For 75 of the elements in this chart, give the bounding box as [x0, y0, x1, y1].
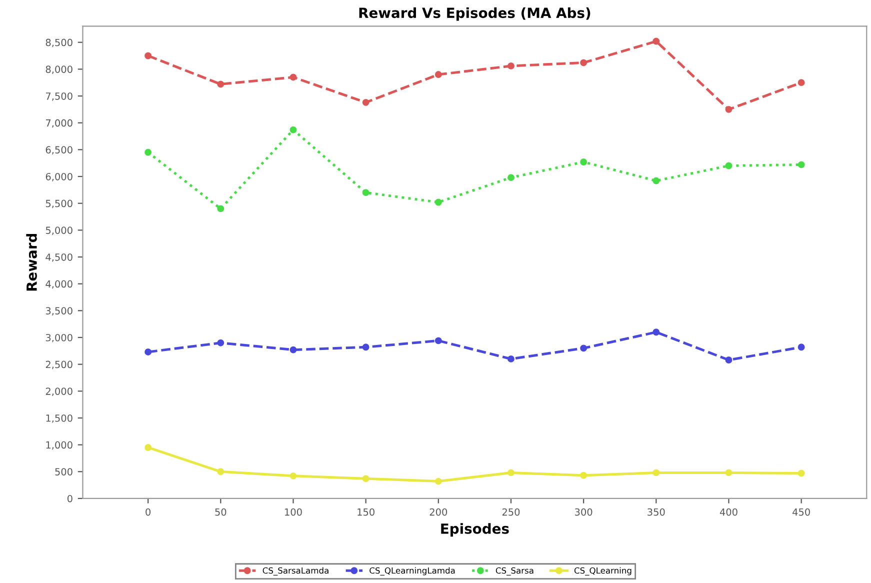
point — [652, 177, 660, 184]
point — [434, 71, 442, 78]
y-tick-label: 1,500 — [46, 414, 72, 423]
y-tick-label: 7,000 — [46, 119, 72, 128]
point — [580, 59, 588, 66]
y-tick-label: 3,000 — [46, 334, 72, 342]
legend-label: CS_Sarsa — [496, 567, 534, 576]
point — [725, 469, 732, 476]
point — [508, 469, 514, 476]
point — [725, 162, 732, 170]
y-tick-label: 8,500 — [46, 38, 72, 48]
y-tick-label: 8,000 — [46, 66, 72, 74]
x-tick-label: 300 — [575, 508, 592, 516]
point — [144, 348, 152, 356]
y-tick-label: 7,500 — [46, 92, 72, 101]
point — [217, 468, 224, 476]
point — [144, 52, 152, 60]
x-tick-label: 350 — [648, 508, 665, 516]
point — [217, 80, 224, 88]
y-tick-label: 500 — [55, 468, 72, 476]
y-tick-label: 2,000 — [46, 388, 72, 396]
point — [362, 98, 370, 106]
x-tick-label: 150 — [358, 508, 374, 516]
legend-label: CS_QLearning — [574, 567, 632, 576]
point — [798, 470, 805, 477]
point — [144, 444, 152, 451]
point — [725, 356, 732, 364]
y-tick-label: 6,000 — [46, 172, 72, 182]
x-tick-label: 200 — [430, 508, 448, 516]
point — [580, 158, 588, 166]
legend-label: CS_QLearningLamda — [370, 567, 455, 576]
point — [434, 337, 442, 344]
point — [362, 189, 370, 196]
x-tick-label: 100 — [285, 508, 302, 516]
x-axis-title: Episodes — [441, 523, 509, 537]
y-tick-label: 4,500 — [46, 253, 72, 262]
point — [580, 344, 588, 352]
y-tick-label: 3,500 — [46, 307, 72, 316]
point — [290, 126, 297, 134]
point — [798, 344, 805, 351]
point — [362, 344, 370, 351]
y-tick-label: 5,000 — [46, 226, 72, 235]
x-tick-label: 0 — [146, 508, 151, 516]
chart-title: Reward Vs Episodes (MA Abs) — [359, 7, 590, 21]
point — [290, 346, 297, 354]
point — [652, 469, 660, 476]
point — [508, 355, 514, 362]
point — [798, 161, 805, 168]
y-tick-label: 4,000 — [46, 280, 72, 289]
point — [652, 38, 660, 45]
point — [434, 478, 442, 485]
point — [217, 339, 224, 346]
legend-label: CS_SarsaLamda — [262, 567, 328, 576]
point — [290, 472, 297, 480]
point — [652, 328, 660, 336]
y-axis-title: Reward — [26, 234, 37, 291]
point — [434, 198, 442, 206]
point — [508, 62, 514, 70]
point — [290, 74, 297, 81]
y-tick-label: 2,500 — [46, 360, 72, 370]
point — [798, 79, 805, 86]
x-tick-label: 400 — [720, 508, 738, 516]
y-tick-label: 1,000 — [46, 441, 72, 450]
x-tick-label: 250 — [502, 508, 520, 516]
point — [725, 106, 732, 113]
point — [580, 472, 588, 479]
point — [144, 148, 152, 156]
point — [217, 205, 224, 212]
y-tick-label: 5,500 — [46, 200, 72, 208]
point — [508, 174, 514, 182]
point — [362, 475, 370, 482]
y-tick-label: 0 — [67, 494, 72, 502]
y-tick-label: 6,500 — [46, 146, 72, 154]
x-tick-label: 450 — [792, 508, 810, 516]
x-tick-label: 50 — [215, 508, 226, 516]
